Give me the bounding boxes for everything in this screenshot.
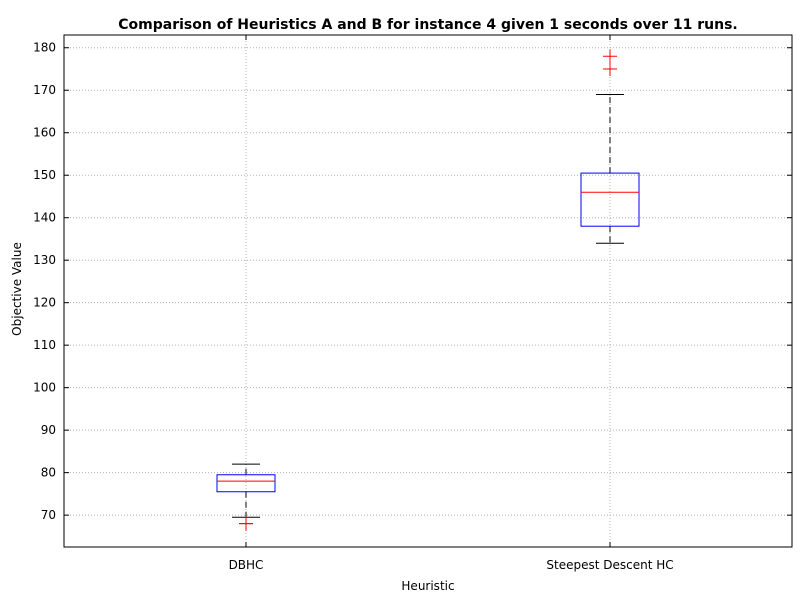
y-tick-label: 110 <box>33 338 56 352</box>
y-tick-label: 100 <box>33 381 56 395</box>
x-axis-label: Heuristic <box>401 579 454 593</box>
y-tick-label: 70 <box>41 508 56 522</box>
y-tick-label: 140 <box>33 211 56 225</box>
x-tick-label: DBHC <box>229 558 264 572</box>
y-axis-label: Objective Value <box>10 242 24 336</box>
grid-layer <box>64 35 792 547</box>
x-tick-label: Steepest Descent HC <box>546 558 673 572</box>
y-tick-label: 90 <box>41 423 56 437</box>
y-tick-label: 180 <box>33 41 56 55</box>
box-group <box>216 463 276 531</box>
iqr-box <box>216 474 276 493</box>
y-tick-label: 160 <box>33 126 56 140</box>
y-tick-label: 120 <box>33 296 56 310</box>
y-tick-label: 170 <box>33 83 56 97</box>
axes-layer: 70 80 90 100 110 120 130 140 150 160 170 180 DBHC Ste… <box>33 34 793 572</box>
y-tick-label: 150 <box>33 168 56 182</box>
iqr-box <box>580 172 640 227</box>
y-tick-label: 80 <box>41 466 56 480</box>
plot-frame <box>63 34 793 548</box>
box-group <box>580 49 640 244</box>
plot-layer <box>216 49 640 531</box>
y-tick-label: 130 <box>33 253 56 267</box>
chart-title: Comparison of Heuristics A and B for ins… <box>118 17 737 33</box>
